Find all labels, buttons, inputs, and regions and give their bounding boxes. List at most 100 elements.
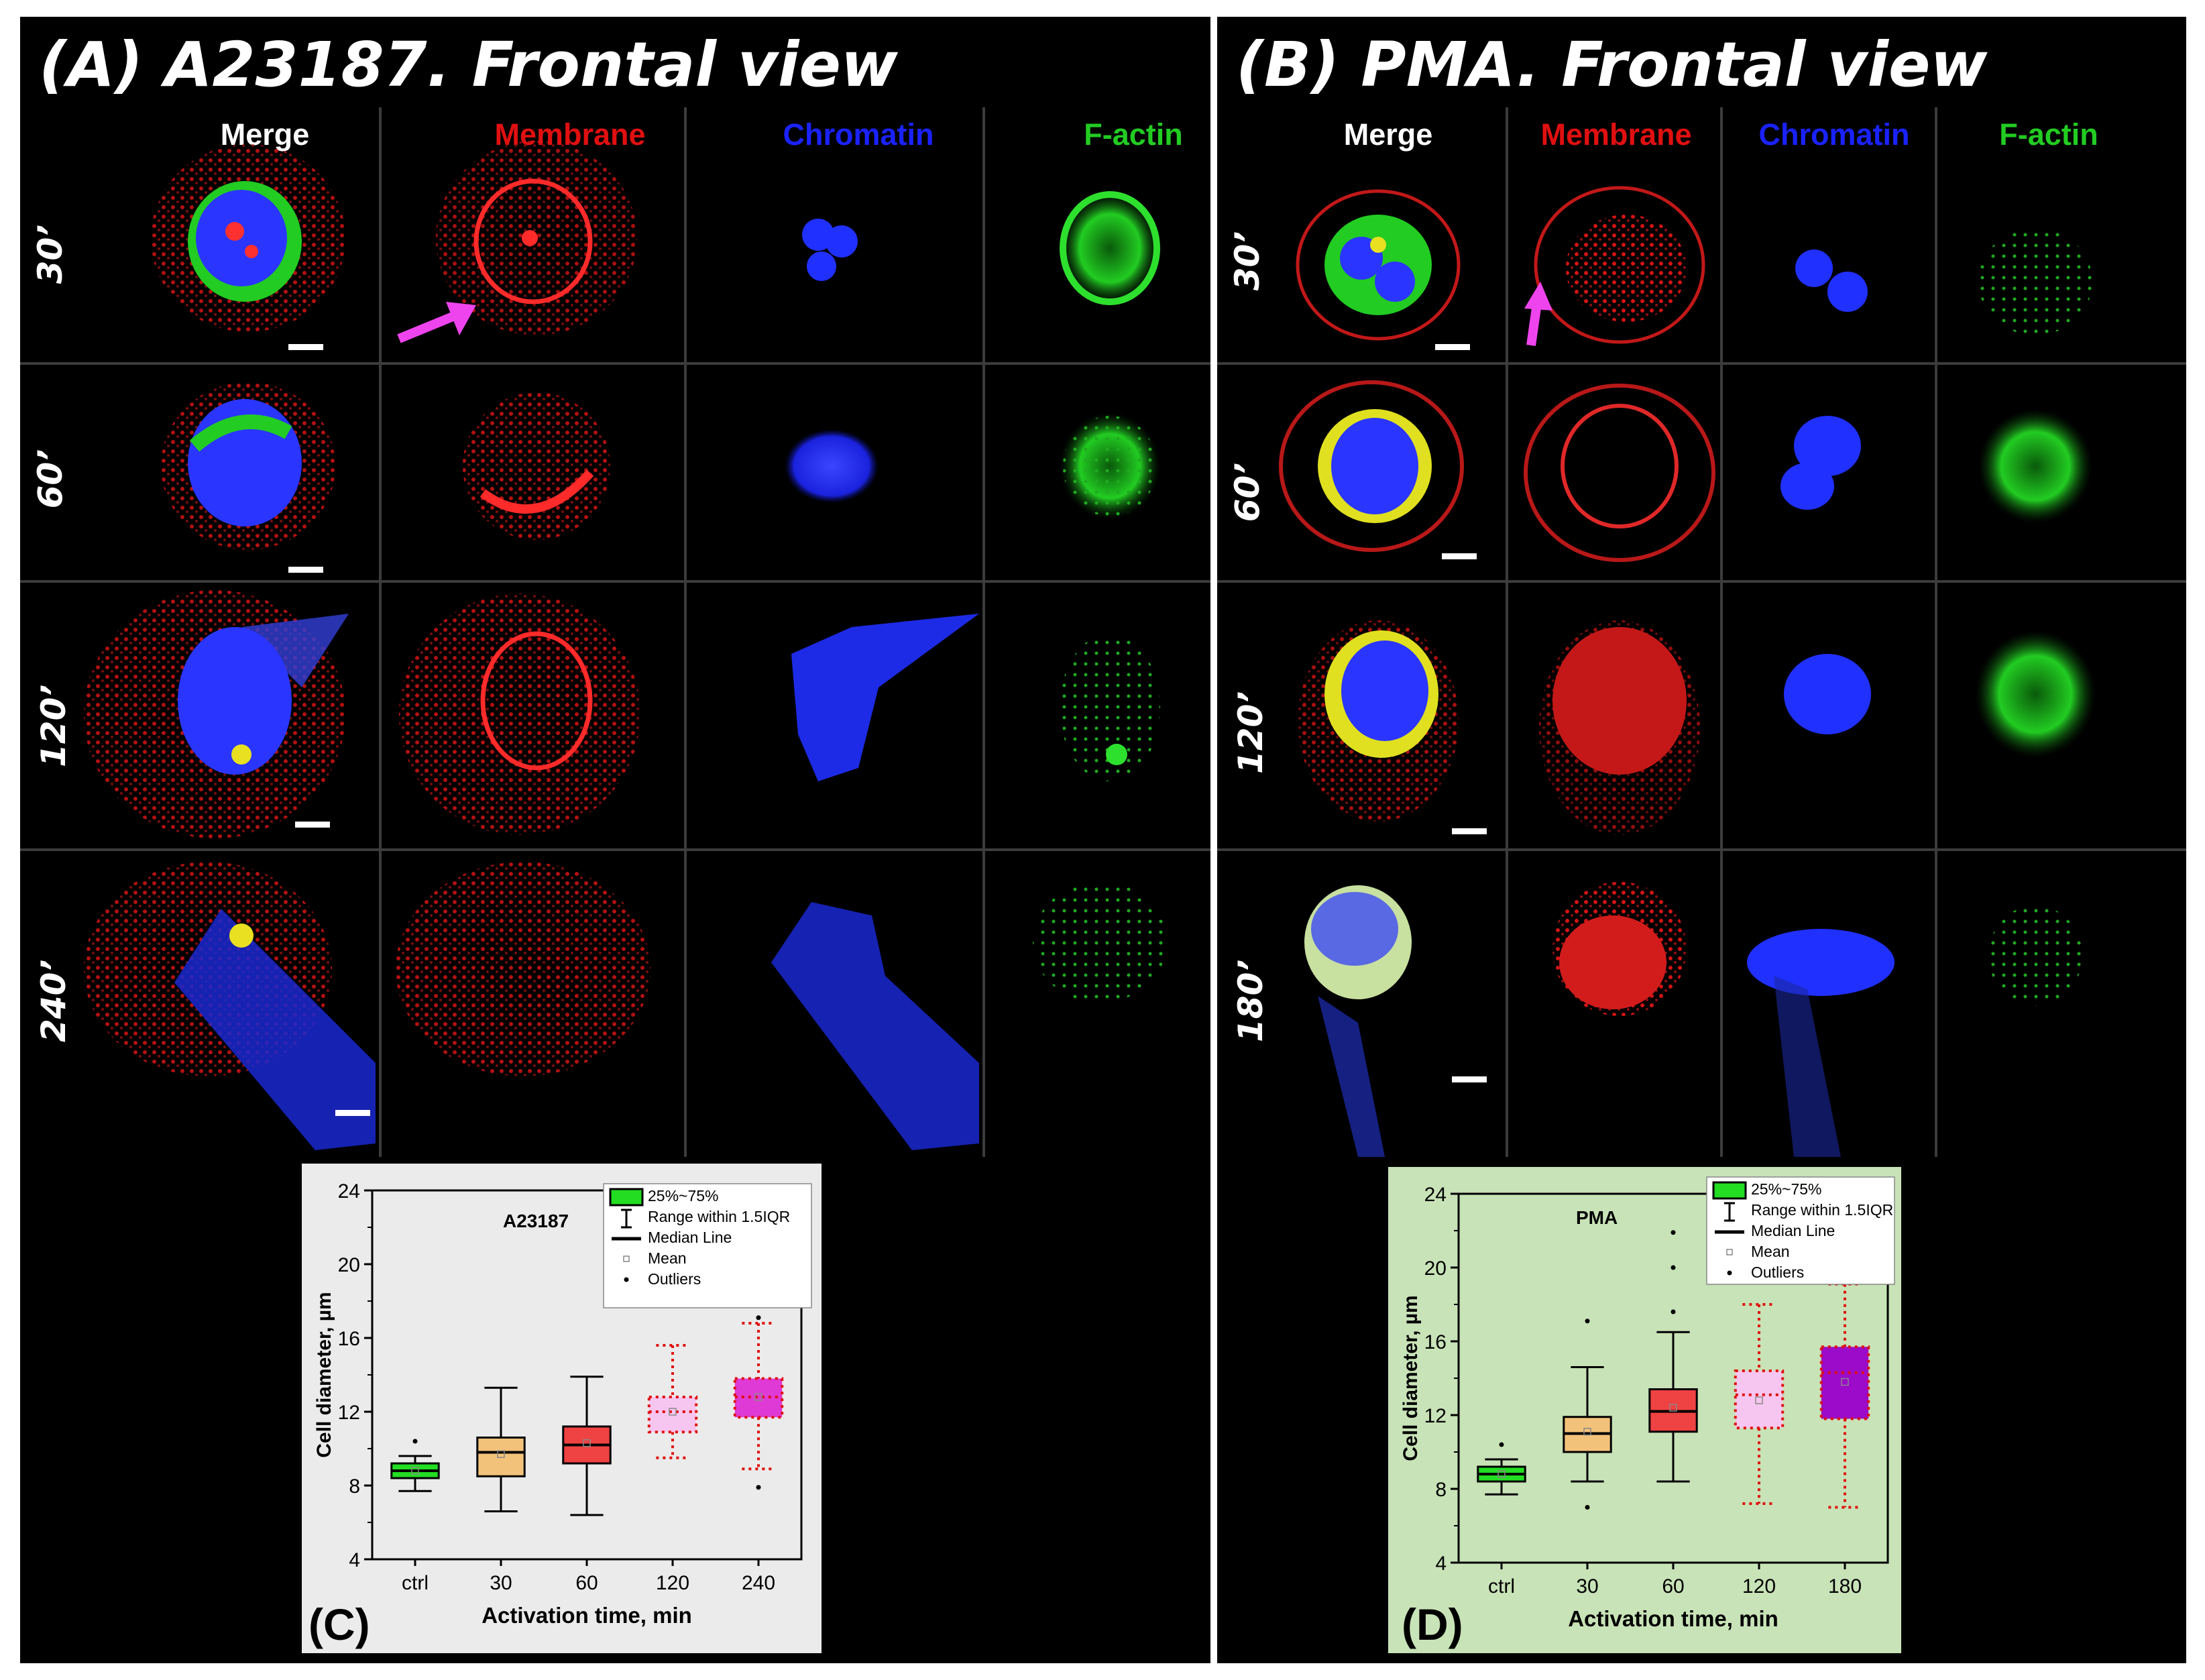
box-iqr bbox=[1819, 1345, 1870, 1420]
membrane-arrow-icon bbox=[397, 302, 476, 343]
legend-swatch-mean bbox=[1726, 1249, 1733, 1255]
chart-title: A23187 bbox=[503, 1211, 569, 1231]
panel-label: (D) bbox=[1402, 1600, 1463, 1649]
chart-d: 4 8 12 16 20 24 ctrl 30 60 120 180 PMA Activation ti… bbox=[1388, 1167, 1901, 1653]
mean-marker bbox=[583, 1439, 591, 1447]
y-tick-label: 4 bbox=[349, 1549, 360, 1571]
cell-b-30-merge bbox=[1296, 189, 1461, 341]
box-iqr bbox=[647, 1396, 698, 1434]
legend-swatch-outlier bbox=[1727, 1270, 1732, 1276]
cell-a-30-chromatin bbox=[802, 219, 858, 281]
x-tick-label: 180 bbox=[1828, 1575, 1862, 1598]
panel-b-col-membrane: Membrane bbox=[1540, 117, 1692, 152]
cell-b-30-factin bbox=[1978, 228, 2092, 335]
scale-bar bbox=[335, 1110, 370, 1116]
divider bbox=[1506, 107, 1508, 1157]
legend-swatch-box bbox=[609, 1188, 644, 1207]
cell-a-240-merge bbox=[84, 862, 376, 1150]
panel-b-title: (B) PMA. Frontal view bbox=[1236, 29, 1988, 101]
cell-a-120-chromatin bbox=[791, 614, 979, 781]
legend-label: Median Line bbox=[1751, 1222, 1835, 1239]
legend-swatch-box bbox=[1712, 1181, 1747, 1200]
panel-b-col-chromatin: Chromatin bbox=[1758, 117, 1910, 152]
divider bbox=[1720, 107, 1723, 1157]
cell-b-180-membrane bbox=[1552, 882, 1687, 1016]
x-tick-label: 240 bbox=[742, 1572, 775, 1594]
mean-marker bbox=[1755, 1396, 1763, 1404]
cell-b-120-factin bbox=[1975, 630, 2096, 758]
x-tick-label: 120 bbox=[656, 1572, 689, 1594]
y-tick-label: 16 bbox=[338, 1328, 360, 1350]
mean-marker bbox=[1583, 1428, 1591, 1436]
mean-marker bbox=[669, 1408, 677, 1416]
cell-a-30-membrane bbox=[436, 141, 637, 335]
cell-a-120-factin bbox=[1060, 634, 1160, 781]
scale-bar bbox=[1435, 344, 1470, 350]
cell-b-120-merge bbox=[1298, 620, 1459, 822]
mean-marker bbox=[1669, 1404, 1677, 1412]
scale-bar bbox=[288, 567, 323, 573]
divider bbox=[20, 580, 1210, 583]
legend-swatch-outlier bbox=[624, 1277, 629, 1282]
y-tick-label: 24 bbox=[338, 1180, 360, 1202]
divider bbox=[379, 107, 382, 1157]
x-tick-label: 120 bbox=[1742, 1575, 1776, 1598]
y-tick-label: 16 bbox=[1424, 1331, 1447, 1353]
mean-marker bbox=[1841, 1378, 1849, 1386]
cell-b-60-merge bbox=[1279, 380, 1464, 552]
divider bbox=[1217, 848, 2186, 851]
scale-bar bbox=[1442, 553, 1477, 559]
scale-bar bbox=[295, 822, 330, 828]
divider bbox=[1217, 362, 2186, 365]
mean-marker bbox=[1497, 1470, 1506, 1478]
cell-a-60-membrane bbox=[463, 392, 610, 540]
cell-b-180-merge bbox=[1304, 885, 1412, 1157]
legend-label: Median Line bbox=[648, 1229, 732, 1246]
scale-bar bbox=[1452, 1076, 1487, 1082]
y-tick-label: 4 bbox=[1435, 1553, 1447, 1575]
micrograph-grid-b bbox=[1279, 186, 2096, 1157]
y-axis-label: Cell diameter, µm bbox=[1400, 1295, 1422, 1461]
y-tick-label: 8 bbox=[349, 1475, 360, 1498]
cell-a-30-merge bbox=[151, 144, 345, 332]
outlier-point bbox=[756, 1315, 761, 1321]
panel-b-col-factin: F-actin bbox=[1999, 117, 2098, 152]
y-tick-label: 20 bbox=[338, 1254, 360, 1276]
y-tick-label: 12 bbox=[338, 1402, 360, 1424]
cell-b-60-membrane bbox=[1524, 384, 1715, 562]
box-iqr bbox=[1734, 1369, 1785, 1430]
divider bbox=[684, 107, 687, 1157]
cell-a-60-chromatin bbox=[785, 429, 879, 503]
divider bbox=[20, 362, 1210, 365]
cell-b-120-membrane bbox=[1539, 620, 1700, 835]
cell-a-60-merge bbox=[161, 382, 335, 550]
scale-bar bbox=[1452, 828, 1487, 834]
outlier-point bbox=[756, 1485, 761, 1490]
micrograph-grid-a bbox=[84, 141, 1167, 1150]
divider bbox=[1217, 580, 2186, 583]
legend-label: Mean bbox=[648, 1249, 687, 1267]
y-tick-label: 8 bbox=[1435, 1479, 1447, 1501]
panel-label: (C) bbox=[308, 1600, 370, 1649]
panel-b-col-merge: Merge bbox=[1343, 117, 1433, 152]
legend-label: 25%~75% bbox=[648, 1187, 719, 1205]
scale-bar bbox=[288, 344, 323, 350]
y-tick-label: 12 bbox=[1424, 1405, 1447, 1427]
cell-b-120-chromatin bbox=[1784, 654, 1871, 734]
cell-b-60-factin bbox=[1978, 409, 2092, 523]
cell-a-240-factin bbox=[1033, 882, 1167, 1003]
divider bbox=[982, 107, 985, 1157]
mean-marker bbox=[497, 1450, 505, 1458]
chart-title: PMA bbox=[1576, 1207, 1618, 1228]
outlier-point bbox=[1671, 1265, 1676, 1270]
chart-c: 4 8 12 16 20 24 ctrl 30 60 120 240 A23187 Activation… bbox=[302, 1164, 822, 1653]
divider bbox=[20, 848, 1210, 851]
panel-b: (B) PMA. Frontal view Merge Membrane Chr… bbox=[1217, 17, 2186, 1663]
membrane-arrow-icon bbox=[1524, 282, 1552, 346]
mean-marker bbox=[411, 1467, 419, 1475]
x-axis-label: Activation time, min bbox=[1568, 1606, 1778, 1631]
panel-a-col-factin: F-actin bbox=[1084, 117, 1183, 152]
outlier-point bbox=[1499, 1442, 1504, 1447]
chart-d-svg: 4 8 12 16 20 24 ctrl 30 60 120 180 PMA Activation ti… bbox=[1400, 1176, 1895, 1649]
outlier-point bbox=[1671, 1309, 1676, 1314]
